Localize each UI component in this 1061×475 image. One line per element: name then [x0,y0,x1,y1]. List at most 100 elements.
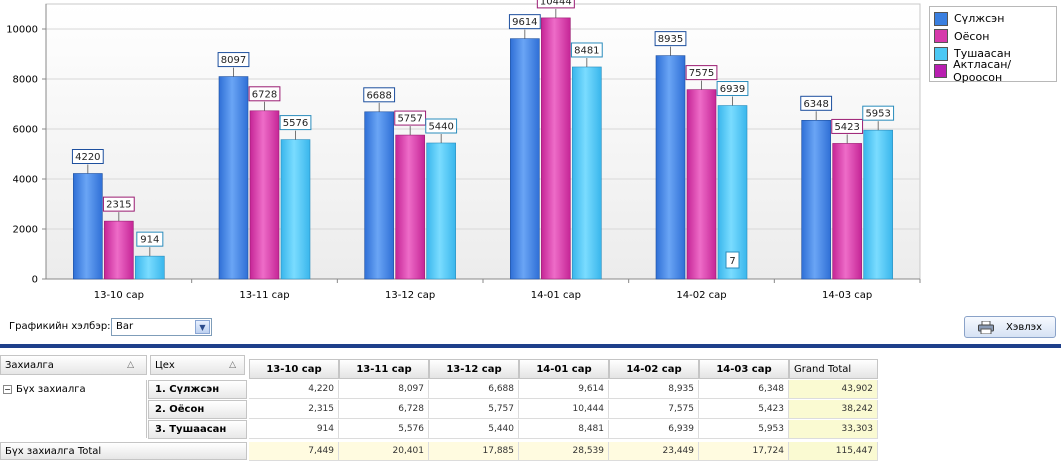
data-label-box [654,31,687,47]
data-label: 8935 [658,34,683,45]
bar [863,129,893,280]
data-cell: 6,348 [699,380,789,399]
data-label: 6688 [366,90,391,101]
chevron-down-icon[interactable]: ▼ [195,320,210,334]
x-tick-label: 14-03 сар [822,290,872,301]
data-label-box [279,115,312,131]
bar [249,110,280,280]
total-cell: 17,724 [699,442,789,461]
print-button-label: Хэвлэх [1005,321,1043,333]
column-header[interactable]: 14-01 сар [519,359,609,379]
grand-total-value: 115,447 [789,442,878,461]
data-label: 6348 [803,99,828,110]
total-cell: 17,885 [429,442,519,461]
data-cell: 5,423 [699,400,789,419]
data-cell: 5,576 [339,420,429,439]
data-label-box [394,110,427,126]
data-cell: 6,728 [339,400,429,419]
grand-total-cell: 38,242 [789,400,878,419]
total-cell: 7,449 [249,442,339,461]
total-row-header[interactable]: Бүх захиалга Total [0,442,247,460]
printer-icon [977,320,994,334]
data-label-box [136,231,164,247]
chart-legend: Сүлжсэн Оёсон Тушаасан Актласан/Ороосон [929,6,1057,84]
plot-area [45,3,921,280]
data-label-box [725,251,740,269]
legend-item: Тушаасан [934,45,1052,63]
bar [218,76,249,280]
collapse-icon[interactable]: − [3,385,12,394]
bar-chart: 0 2000 4000 6000 8000 10000 13-10 сар 4220 2315 9… [6,0,921,301]
data-label-box [248,86,281,102]
data-label: 10444 [540,0,572,7]
sort-triangle-icon: △ [127,360,134,370]
data-label-box [363,87,396,103]
legend-item: Сүлжсэн [934,10,1052,28]
field-header-tseh[interactable]: Цех △ [150,355,245,375]
bar [280,139,311,280]
legend-label: Оёсон [954,29,990,43]
column-header[interactable]: 13-12 сар [429,359,519,379]
bar [655,55,686,280]
bar [395,134,425,280]
bar [135,255,165,280]
column-header[interactable]: 13-10 сар [249,359,339,379]
data-label: 7 [729,256,735,267]
data-cell: 10,444 [519,400,609,419]
data-cell: 5,440 [429,420,519,439]
total-cell: 20,401 [339,442,429,461]
data-label: 8097 [221,55,246,66]
group-row-header[interactable]: − Бүх захиалга [0,380,147,438]
data-cell: 4,220 [249,380,339,399]
data-label-box [508,14,541,30]
data-label: 2315 [106,200,131,211]
chart-type-label: Графикийн хэлбэр: [9,321,111,332]
data-label-box [536,0,575,9]
row-header[interactable]: 1. Сүлжсэн [148,380,247,399]
legend-label: Актласан/Ороосон [953,58,1012,85]
data-label: 7575 [689,68,714,79]
data-cell: 8,481 [519,420,609,439]
grand-total-cell: 33,303 [789,420,878,439]
data-cell: 8,935 [609,380,699,399]
legend-swatch [934,29,948,44]
row-header[interactable]: 3. Тушаасан [148,420,247,439]
row-header[interactable]: 2. Оёсон [148,400,247,419]
x-tick-label: 14-02 сар [676,290,726,301]
data-label: 9614 [512,17,537,28]
column-header[interactable]: 14-02 сар [609,359,699,379]
separator-bar [0,344,1061,348]
y-tick-label: 2000 [13,225,38,236]
total-cell: 28,539 [519,442,609,461]
print-button[interactable]: Хэвлэх [964,316,1056,338]
data-cell: 8,097 [339,380,429,399]
y-tick-label: 6000 [13,125,38,136]
bar [73,173,103,280]
data-cell: 7,575 [609,400,699,419]
column-header[interactable]: 13-11 сар [339,359,429,379]
bar [832,143,862,280]
chart-type-select[interactable]: Bar ▼ [111,318,212,336]
data-label-box [570,42,603,58]
bar [426,142,456,280]
y-tick-label: 4000 [13,175,38,186]
x-tick-label: 13-10 сар [94,290,144,301]
column-header[interactable]: 14-03 сар [699,359,789,379]
sort-triangle-icon: △ [229,360,236,370]
grand-total-header[interactable]: Grand Total [789,359,878,379]
grand-total-cell: 43,902 [789,380,878,399]
data-label-box [425,118,458,134]
data-label: 8481 [574,45,599,56]
legend-swatch [934,11,948,26]
bar [510,38,540,280]
data-label-box [217,52,250,68]
y-tick-label: 0 [32,275,38,286]
data-cell: 6,939 [609,420,699,439]
x-tick-label: 13-12 сар [385,290,435,301]
data-label: 6728 [252,89,277,100]
data-label-box [862,105,895,121]
data-label: 5953 [865,109,890,120]
legend-item: Актласан/Ороосон [934,58,1052,84]
data-cell: 5,953 [699,420,789,439]
field-header-zahialga[interactable]: Захиалга △ [0,355,147,375]
